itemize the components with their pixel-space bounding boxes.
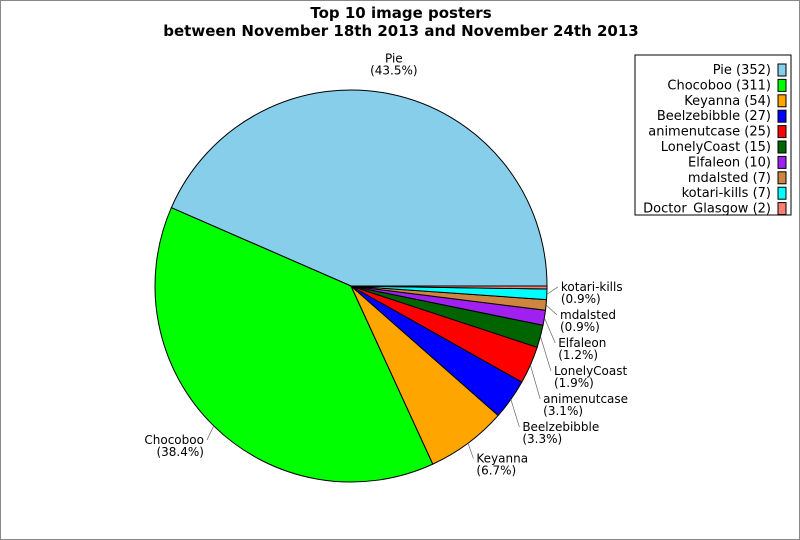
slice-percent-lonelycoast: (1.9%) <box>554 376 594 390</box>
legend-label-chocoboo: Chocoboo (311) <box>667 78 771 93</box>
leader-line-chocoboo <box>206 425 215 441</box>
slice-percent-mdalsted: (0.9%) <box>560 320 600 334</box>
legend-label-keyanna: Keyanna (54) <box>684 94 771 109</box>
slice-percent-keyanna: (6.7%) <box>476 463 516 477</box>
slice-label-chocoboo: Chocoboo <box>144 433 204 447</box>
leader-line-beelzebibble <box>510 399 520 428</box>
leader-line-kotari-kills <box>546 286 559 295</box>
pie-slice-chocoboo <box>154 207 434 483</box>
slice-label-mdalsted: mdalsted <box>560 308 616 322</box>
leader-line-lonelycoast <box>540 336 552 372</box>
legend-label-elfaleon: Elfaleon (10) <box>688 155 771 170</box>
slice-label-keyanna: Keyanna <box>476 451 528 465</box>
pie-slice-doctor_glasgow <box>350 285 548 290</box>
slice-percent-chocoboo: (38.4%) <box>156 445 203 459</box>
legend-label-kotari-kills: kotari-kills (7) <box>682 186 771 201</box>
legend-label-animenutcase: animenutcase (25) <box>648 125 771 140</box>
legend-label-beelzebibble: Beelzebibble (27) <box>657 109 771 124</box>
leader-line-animenutcase <box>530 364 541 400</box>
slice-percent-pie: (43.5%) <box>370 63 417 77</box>
legend-swatch-pie <box>777 63 787 77</box>
legend-swatch-beelzebibble <box>777 109 787 123</box>
legend-swatch-chocoboo <box>777 78 787 92</box>
slice-label-beelzebibble: Beelzebibble <box>522 420 599 434</box>
slice-label-lonelycoast: LonelyCoast <box>554 364 628 378</box>
legend-swatch-keyanna <box>777 94 787 108</box>
legend-swatch-mdalsted <box>777 171 787 185</box>
leader-line-mdalsted <box>545 304 558 316</box>
legend-swatch-elfaleon <box>777 155 787 169</box>
slice-label-kotari-kills: kotari-kills <box>561 280 623 294</box>
legend-label-mdalsted: mdalsted (7) <box>688 171 771 186</box>
chart-title-line-2: between November 18th 2013 and November … <box>163 22 639 40</box>
legend-swatch-doctor_glasgow <box>777 202 787 216</box>
slice-label-pie: Pie <box>385 51 403 65</box>
legend-swatch-kotari-kills <box>777 186 787 200</box>
chart-title-line-1: Top 10 image posters <box>310 4 491 22</box>
leader-line-elfaleon <box>544 317 556 344</box>
slice-percent-kotari-kills: (0.9%) <box>561 292 601 306</box>
slice-percent-elfaleon: (1.2%) <box>558 348 598 362</box>
legend-label-pie: Pie (352) <box>713 63 771 78</box>
slice-label-elfaleon: Elfaleon <box>558 336 606 350</box>
legend-label-doctor_glasgow: Doctor_Glasgow (2) <box>643 202 771 217</box>
legend-label-lonelycoast: LonelyCoast (15) <box>661 140 771 155</box>
pie-slice-pie <box>170 89 548 287</box>
leader-line-keyanna <box>467 443 474 459</box>
slice-label-animenutcase: animenutcase <box>543 392 628 406</box>
slice-percent-beelzebibble: (3.3%) <box>522 432 562 446</box>
slice-percent-animenutcase: (3.1%) <box>543 404 583 418</box>
legend-box <box>634 54 792 216</box>
legend-swatch-lonelycoast <box>777 140 787 154</box>
legend-swatch-animenutcase <box>777 125 787 139</box>
